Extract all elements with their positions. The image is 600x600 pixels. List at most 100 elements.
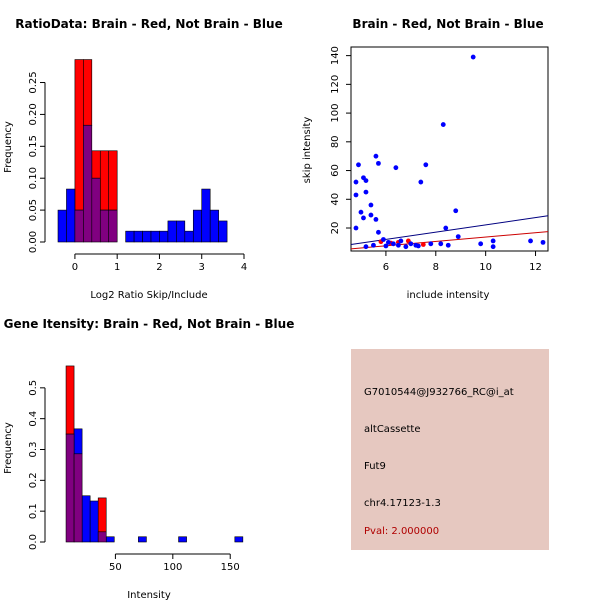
intensity-histogram-x-tick-label: 150 [221, 562, 240, 573]
ratio-histogram-blue-bar [125, 230, 135, 243]
scatter-point-not-brain [393, 165, 399, 171]
intensity-histogram-blue-bar [138, 536, 147, 543]
ratio-histogram-blue-bar [133, 230, 143, 243]
scatter-point-not-brain [363, 178, 369, 184]
scatter-point-not-brain [418, 179, 424, 185]
intensity-histogram-y-tick-label: 0.1 [28, 503, 39, 519]
ratio-histogram-x-tick-label: 0 [72, 262, 78, 273]
scatter-point-not-brain [383, 243, 389, 249]
ratio-histogram-overlap-bar [91, 177, 101, 243]
ratio-histogram-x-tick-label: 4 [241, 262, 247, 273]
ratio-histogram-blue-bar [218, 220, 228, 243]
ratio-histogram-blue-bar [209, 209, 219, 243]
ratio-histogram-x-tick-label: 1 [114, 262, 120, 273]
scatter-point-not-brain [373, 216, 379, 222]
scatter-panel: Brain - Red, Not Brain - Blue include in… [302, 17, 549, 301]
ratio-histogram-red-bar [108, 150, 118, 211]
scatter-y-tick-label: 100 [330, 104, 341, 123]
ratio-histogram-title: RatioData: Brain - Red, Not Brain - Blue [15, 17, 282, 31]
scatter-point-not-brain [528, 238, 533, 244]
ratio-histogram-overlap-bar [108, 209, 118, 243]
scatter-point-not-brain [356, 162, 361, 168]
scatter-point-not-brain [540, 239, 546, 245]
ratio-histogram-x-tick-label: 3 [199, 262, 205, 273]
ratio-histogram-axes: 0 1 2 3 4 0.00 0.05 0.10 0.15 0.20 0.25 [28, 71, 247, 273]
intensity-histogram-y-tick-label: 0.2 [28, 472, 39, 488]
intensity-histogram-y-tick-label: 0.3 [28, 442, 39, 458]
intensity-histogram-title: Gene Itensity: Brain - Red, Not Brain - … [4, 317, 295, 331]
scatter-point-not-brain [478, 241, 484, 247]
scatter-point-not-brain [368, 202, 374, 208]
scatter-x-tick-label: 6 [383, 262, 389, 273]
intensity-histogram-xlabel: Intensity [127, 590, 171, 600]
scatter-point-not-brain [428, 241, 434, 247]
p-value: Pval: 2.000000 [364, 526, 440, 537]
intensity-histogram-y-tick-label: 0.4 [28, 411, 39, 427]
ratio-histogram-blue-bar [201, 188, 211, 243]
scatter-point-not-brain [390, 241, 396, 247]
scatter-point-not-brain [443, 225, 449, 231]
scatter-point-not-brain [358, 209, 364, 215]
event-type: altCassette [364, 424, 421, 435]
scatter-point-not-brain [445, 242, 451, 248]
scatter-point-not-brain [376, 229, 381, 235]
scatter-point-not-brain [361, 215, 366, 221]
intensity-histogram-blue-bar [178, 536, 187, 543]
intensity-histogram-panel: Gene Itensity: Brain - Red, Not Brain - … [3, 317, 294, 600]
scatter-y-tick-label: 120 [330, 75, 341, 94]
scatter-point-not-brain [371, 242, 376, 248]
scatter-point-not-brain [386, 239, 391, 245]
intensity-histogram-red-bar [97, 497, 107, 533]
scatter-point-not-brain [490, 238, 496, 244]
intensity-histogram-overlap-bar [65, 433, 75, 543]
scatter-point-not-brain [398, 238, 404, 244]
scatter-y-tick-label: 80 [330, 135, 341, 148]
intensity-histogram-blue-bar [89, 500, 99, 543]
ratio-histogram-y-tick-label: 0.20 [28, 103, 39, 125]
scatter-point-not-brain [455, 234, 461, 240]
scatter-y-tick-label: 140 [330, 46, 341, 65]
intensity-histogram-red-bar [65, 365, 75, 435]
ratio-histogram-red-bar [74, 59, 84, 211]
intensity-histogram-blue-bar [73, 428, 83, 455]
intensity-histogram-overlap-bar [97, 531, 107, 543]
ratio-histogram-y-tick-label: 0.05 [28, 199, 39, 221]
ratio-histogram-blue-bar [66, 188, 76, 243]
scatter-point-not-brain [353, 225, 359, 231]
scatter-point-not-brain [440, 122, 446, 127]
ratio-histogram-blue-bar [159, 230, 169, 243]
scatter-point-not-brain [373, 153, 379, 159]
scatter-point-brain [420, 242, 426, 247]
scatter-points [353, 54, 546, 250]
ratio-histogram-bars [57, 59, 228, 243]
scatter-point-not-brain [470, 54, 476, 60]
intensity-histogram-y-tick-label: 0.0 [28, 534, 39, 550]
scatter-point-not-brain [403, 244, 409, 250]
ratio-histogram-blue-bar [167, 220, 177, 243]
scatter-point-not-brain [423, 162, 429, 168]
scatter-point-not-brain [353, 179, 359, 185]
scatter-point-not-brain [490, 244, 496, 250]
intensity-histogram-y-tick-label: 0.5 [28, 380, 39, 396]
ratio-histogram-y-tick-label: 0.15 [28, 135, 39, 157]
scatter-ylabel: skip intensity [302, 117, 313, 184]
scatter-xlabel: include intensity [407, 290, 490, 301]
ratio-histogram-blue-bar [192, 209, 203, 243]
scatter-y-tick-label: 40 [330, 193, 341, 206]
scatter-point-not-brain [408, 241, 414, 247]
ratio-histogram-red-bar [99, 150, 110, 211]
scatter-point-not-brain [395, 242, 401, 248]
scatter-point-not-brain [368, 212, 374, 218]
scatter-point-not-brain [376, 160, 381, 166]
intensity-histogram-ylabel: Frequency [3, 422, 14, 474]
ratio-histogram-y-tick-label: 0.00 [28, 231, 39, 253]
probe-info-panel: G7010544@J932766_RC@i_at altCassette Fut… [351, 349, 549, 550]
intensity-histogram-bars [65, 365, 244, 543]
ratio-histogram-blue-bar [176, 220, 186, 243]
scatter-x-tick-label: 10 [479, 262, 492, 273]
ratio-histogram-blue-bar [150, 230, 160, 243]
gene-name: Fut9 [364, 461, 386, 472]
probe-id: G7010544@J932766_RC@i_at [364, 387, 514, 398]
ratio-histogram-panel: RatioData: Brain - Red, Not Brain - Blue… [3, 17, 283, 301]
scatter-point-not-brain [363, 189, 369, 195]
